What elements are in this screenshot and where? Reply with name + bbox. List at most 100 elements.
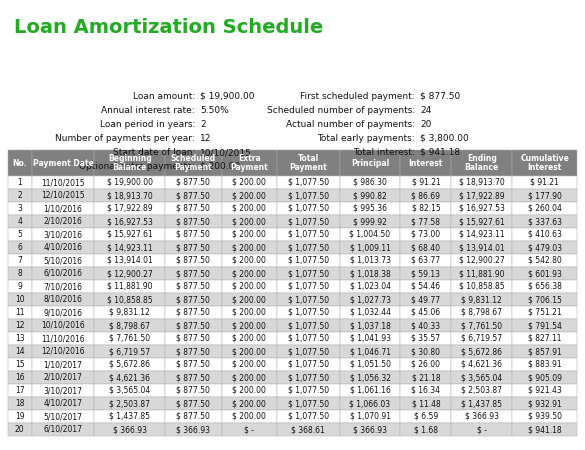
Text: $ 260.04: $ 260.04 bbox=[528, 204, 562, 213]
Text: $ 1,077.50: $ 1,077.50 bbox=[288, 321, 329, 330]
Bar bbox=[452, 254, 512, 267]
Text: $ 91.21: $ 91.21 bbox=[530, 178, 559, 187]
Bar bbox=[339, 254, 400, 267]
Text: $ 877.50: $ 877.50 bbox=[177, 178, 211, 187]
Text: $ 857.91: $ 857.91 bbox=[528, 347, 562, 356]
Text: $ 200.00: $ 200.00 bbox=[232, 256, 266, 265]
Bar bbox=[512, 358, 577, 371]
Text: $ 200.00: $ 200.00 bbox=[232, 334, 266, 343]
Bar bbox=[94, 228, 165, 241]
Text: $ 921.43: $ 921.43 bbox=[528, 386, 562, 395]
Bar bbox=[400, 345, 452, 358]
Text: $ 1,077.50: $ 1,077.50 bbox=[288, 256, 329, 265]
Text: $ 12,900.27: $ 12,900.27 bbox=[107, 269, 153, 278]
Bar bbox=[165, 189, 222, 202]
Bar bbox=[452, 384, 512, 397]
Text: $ -: $ - bbox=[245, 425, 254, 434]
Text: $ 9,831.12: $ 9,831.12 bbox=[109, 308, 150, 317]
Bar bbox=[339, 319, 400, 332]
Text: $ 883.91: $ 883.91 bbox=[528, 360, 562, 369]
Bar bbox=[222, 150, 277, 176]
Bar bbox=[277, 371, 339, 384]
Text: $ 1,077.50: $ 1,077.50 bbox=[288, 360, 329, 369]
Bar bbox=[94, 267, 165, 280]
Bar bbox=[8, 397, 32, 410]
Text: $ 7,761.50: $ 7,761.50 bbox=[109, 334, 150, 343]
Bar bbox=[512, 410, 577, 423]
Bar bbox=[94, 241, 165, 254]
Bar bbox=[32, 228, 94, 241]
Text: $ 177.90: $ 177.90 bbox=[528, 191, 562, 200]
Bar bbox=[8, 384, 32, 397]
Bar bbox=[400, 358, 452, 371]
Text: $ 4,621.36: $ 4,621.36 bbox=[462, 360, 503, 369]
Text: $ 877.50: $ 877.50 bbox=[177, 321, 211, 330]
Text: $ 73.00: $ 73.00 bbox=[411, 230, 441, 239]
Bar bbox=[165, 345, 222, 358]
Bar bbox=[32, 345, 94, 358]
Bar bbox=[32, 319, 94, 332]
Text: $ 941.18: $ 941.18 bbox=[528, 425, 562, 434]
Bar bbox=[339, 280, 400, 293]
Bar bbox=[452, 319, 512, 332]
Bar bbox=[32, 267, 94, 280]
Text: $ 82.15: $ 82.15 bbox=[411, 204, 441, 213]
Text: $ 19,900.00: $ 19,900.00 bbox=[200, 92, 254, 101]
Bar bbox=[222, 189, 277, 202]
Bar bbox=[400, 280, 452, 293]
Text: $ 200.00: $ 200.00 bbox=[232, 243, 266, 252]
Text: $ 54.46: $ 54.46 bbox=[411, 282, 441, 291]
Text: 12/10/2016: 12/10/2016 bbox=[41, 347, 85, 356]
Bar bbox=[94, 215, 165, 228]
Bar bbox=[277, 397, 339, 410]
Bar bbox=[277, 384, 339, 397]
Text: $ 1,013.73: $ 1,013.73 bbox=[349, 256, 391, 265]
Bar bbox=[452, 267, 512, 280]
Bar bbox=[8, 189, 32, 202]
Text: 4: 4 bbox=[18, 217, 22, 226]
Text: $ 16,927.53: $ 16,927.53 bbox=[106, 217, 153, 226]
Text: Number of payments per year:: Number of payments per year: bbox=[55, 134, 195, 143]
Text: 11/10/2016: 11/10/2016 bbox=[41, 334, 85, 343]
Bar bbox=[277, 423, 339, 436]
Text: $ 1,077.50: $ 1,077.50 bbox=[288, 178, 329, 187]
Text: 5.50%: 5.50% bbox=[200, 106, 229, 115]
Text: $ 877.50: $ 877.50 bbox=[177, 386, 211, 395]
Bar bbox=[277, 202, 339, 215]
Text: $ 877.50: $ 877.50 bbox=[420, 92, 460, 101]
Bar bbox=[165, 215, 222, 228]
Text: $ 200.00: $ 200.00 bbox=[232, 217, 266, 226]
Bar bbox=[94, 254, 165, 267]
Bar bbox=[8, 358, 32, 371]
Text: $ 200.00: $ 200.00 bbox=[232, 412, 266, 421]
Text: $ 479.03: $ 479.03 bbox=[528, 243, 562, 252]
Bar bbox=[512, 150, 577, 176]
Bar bbox=[8, 332, 32, 345]
Bar bbox=[277, 228, 339, 241]
Bar bbox=[165, 384, 222, 397]
Bar bbox=[400, 306, 452, 319]
Text: 1/10/2017: 1/10/2017 bbox=[43, 360, 82, 369]
Bar bbox=[8, 345, 32, 358]
Bar bbox=[94, 371, 165, 384]
Bar bbox=[222, 267, 277, 280]
Text: Extra
Payment: Extra Payment bbox=[230, 153, 268, 172]
Text: Loan amount:: Loan amount: bbox=[133, 92, 195, 101]
Text: $ 877.50: $ 877.50 bbox=[177, 269, 211, 278]
Text: $ 13,914.01: $ 13,914.01 bbox=[459, 243, 505, 252]
Text: $ 77.58: $ 77.58 bbox=[411, 217, 441, 226]
Bar bbox=[94, 410, 165, 423]
Text: $ 9,831.12: $ 9,831.12 bbox=[462, 295, 502, 304]
Text: 1/10/2016: 1/10/2016 bbox=[43, 204, 82, 213]
Bar bbox=[222, 228, 277, 241]
Text: $ 200.00: $ 200.00 bbox=[232, 386, 266, 395]
Text: $ 877.50: $ 877.50 bbox=[177, 399, 211, 408]
Text: $ 1,023.04: $ 1,023.04 bbox=[349, 282, 391, 291]
Bar bbox=[400, 176, 452, 189]
Text: $ 49.77: $ 49.77 bbox=[411, 295, 441, 304]
Bar bbox=[452, 410, 512, 423]
Text: 12/10/2015: 12/10/2015 bbox=[41, 191, 85, 200]
Text: $ 1,437.85: $ 1,437.85 bbox=[109, 412, 150, 421]
Bar bbox=[8, 176, 32, 189]
Bar bbox=[277, 293, 339, 306]
